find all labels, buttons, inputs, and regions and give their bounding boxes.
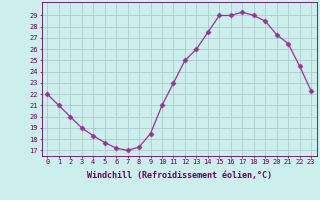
X-axis label: Windchill (Refroidissement éolien,°C): Windchill (Refroidissement éolien,°C) [87,171,272,180]
